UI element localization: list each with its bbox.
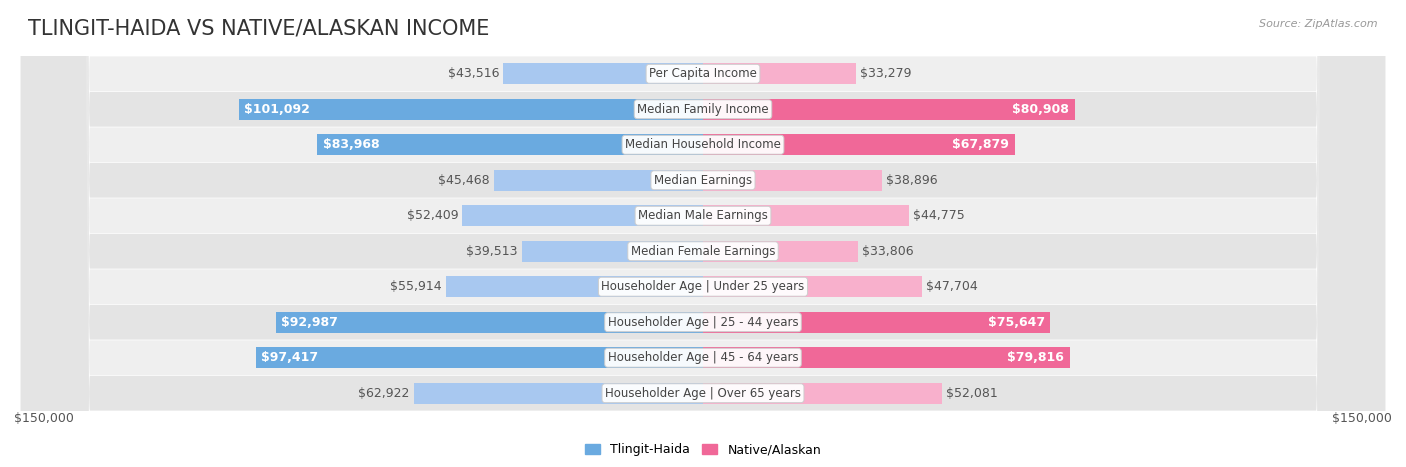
Bar [703,383,942,403]
Bar [703,241,858,262]
Text: Median Family Income: Median Family Income [637,103,769,116]
Bar [256,347,703,368]
FancyBboxPatch shape [21,0,1385,467]
Text: $47,704: $47,704 [927,280,979,293]
FancyBboxPatch shape [21,0,1385,467]
Bar [703,134,1015,155]
Bar [446,276,703,297]
Bar [503,64,703,84]
Text: Householder Age | 45 - 64 years: Householder Age | 45 - 64 years [607,351,799,364]
FancyBboxPatch shape [21,0,1385,467]
Text: $39,513: $39,513 [465,245,517,258]
Text: Median Earnings: Median Earnings [654,174,752,187]
Bar [463,205,703,226]
Text: Median Female Earnings: Median Female Earnings [631,245,775,258]
Bar [494,170,703,191]
Text: $67,879: $67,879 [952,138,1010,151]
Bar [703,64,856,84]
Bar [703,205,908,226]
FancyBboxPatch shape [21,0,1385,467]
Legend: Tlingit-Haida, Native/Alaskan: Tlingit-Haida, Native/Alaskan [579,439,827,461]
Text: $150,000: $150,000 [1331,412,1392,425]
FancyBboxPatch shape [21,0,1385,467]
Bar [276,312,703,333]
Text: $150,000: $150,000 [14,412,75,425]
FancyBboxPatch shape [21,0,1385,467]
Text: $52,409: $52,409 [406,209,458,222]
FancyBboxPatch shape [21,0,1385,467]
FancyBboxPatch shape [21,0,1385,467]
Text: $83,968: $83,968 [323,138,380,151]
Text: $33,806: $33,806 [862,245,914,258]
Bar [703,276,922,297]
Text: $80,908: $80,908 [1012,103,1069,116]
Text: Median Household Income: Median Household Income [626,138,780,151]
Bar [413,383,703,403]
Text: TLINGIT-HAIDA VS NATIVE/ALASKAN INCOME: TLINGIT-HAIDA VS NATIVE/ALASKAN INCOME [28,19,489,39]
Bar [703,347,1070,368]
Bar [703,312,1050,333]
FancyBboxPatch shape [21,0,1385,467]
Text: Householder Age | 25 - 44 years: Householder Age | 25 - 44 years [607,316,799,329]
Text: $43,516: $43,516 [447,67,499,80]
Text: $45,468: $45,468 [439,174,491,187]
Text: $55,914: $55,914 [391,280,441,293]
Text: Per Capita Income: Per Capita Income [650,67,756,80]
Text: Householder Age | Under 25 years: Householder Age | Under 25 years [602,280,804,293]
Text: $101,092: $101,092 [245,103,311,116]
Text: $62,922: $62,922 [359,387,411,400]
Text: Source: ZipAtlas.com: Source: ZipAtlas.com [1260,19,1378,28]
Bar [703,99,1074,120]
Text: $52,081: $52,081 [946,387,998,400]
Text: Householder Age | Over 65 years: Householder Age | Over 65 years [605,387,801,400]
Text: $79,816: $79,816 [1007,351,1064,364]
Bar [703,170,882,191]
Text: $92,987: $92,987 [281,316,339,329]
Text: $97,417: $97,417 [262,351,318,364]
Text: Median Male Earnings: Median Male Earnings [638,209,768,222]
Text: $44,775: $44,775 [912,209,965,222]
FancyBboxPatch shape [21,0,1385,467]
Bar [239,99,703,120]
Bar [522,241,703,262]
Text: $33,279: $33,279 [860,67,911,80]
Bar [318,134,703,155]
Text: $38,896: $38,896 [886,174,938,187]
Text: $75,647: $75,647 [988,316,1045,329]
